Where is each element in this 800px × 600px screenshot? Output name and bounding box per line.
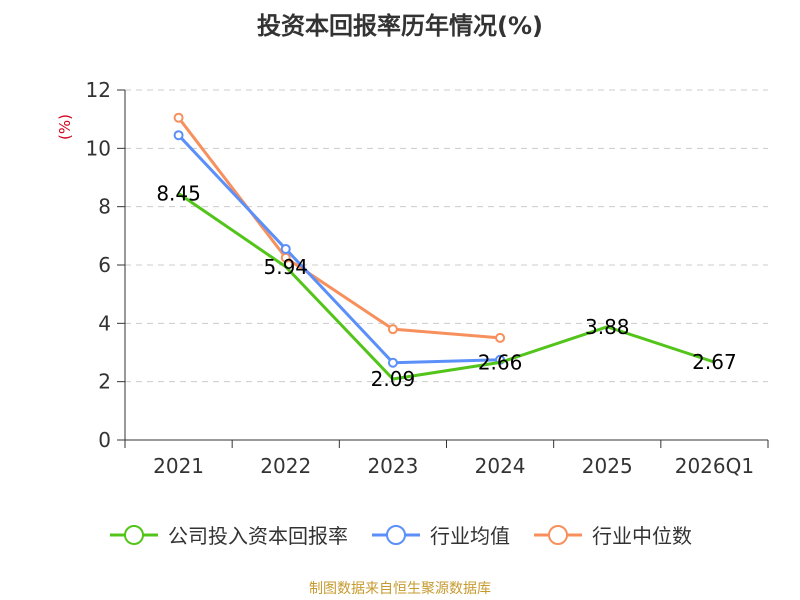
y-axis-label: (%): [56, 114, 74, 140]
data-label: 3.88: [585, 315, 630, 339]
series-point-1: [387, 357, 398, 368]
data-labels: 8.45 5.94 2.09 2.66 3.88 2.67: [156, 182, 736, 391]
data-label: 8.45: [156, 182, 201, 206]
legend-item[interactable]: 行业均值: [370, 520, 510, 549]
y-tick-label: 2: [98, 370, 111, 394]
x-tick-label: 2026Q1: [675, 454, 754, 478]
series-lines: [173, 112, 715, 381]
legend-label: 公司投入资本回报率: [168, 524, 348, 548]
y-tick-label: 0: [98, 428, 111, 452]
y-tick-label: 6: [98, 253, 111, 277]
x-tick-label: 2022: [260, 454, 311, 478]
legend-label: 行业均值: [430, 524, 510, 548]
series-point-2: [495, 332, 506, 343]
series-point-1: [173, 130, 184, 141]
legend-marker-icon: [372, 524, 420, 545]
legend-marker-icon: [110, 524, 158, 545]
chart-title: 投资本回报率历年情况(%): [257, 12, 543, 40]
legend: 公司投入资本回报率 行业均值 行业中位数: [0, 520, 800, 549]
legend-label: 行业中位数: [592, 524, 692, 548]
y-tick-label: 10: [86, 136, 111, 160]
legend-item[interactable]: 公司投入资本回报率: [108, 520, 348, 549]
data-label: 5.94: [263, 255, 308, 279]
y-tick-label: 12: [86, 78, 111, 102]
x-tick-label: 2021: [153, 454, 204, 478]
y-tick-label: 4: [98, 311, 111, 335]
series-point-2: [173, 112, 184, 123]
series-point-2: [387, 324, 398, 335]
y-tick-label: 8: [98, 195, 111, 219]
source-note: 制图数据来自恒生聚源数据库: [309, 581, 491, 597]
data-label: 2.66: [478, 350, 523, 374]
series-line-1: [177, 134, 501, 365]
legend-marker-icon: [534, 524, 582, 545]
series-line-2: [177, 116, 501, 340]
series-line-0: [177, 192, 715, 381]
grid-lines: [125, 89, 768, 383]
axes: 0 2 4 6 8 10 12 (%) 2021 2022 2023 2024 2025 2026Q1: [56, 78, 769, 478]
x-tick-label: 2024: [475, 454, 526, 478]
legend-item[interactable]: 行业中位数: [532, 520, 692, 549]
data-label: 2.67: [692, 350, 737, 374]
x-tick-label: 2023: [367, 454, 418, 478]
data-label: 2.09: [371, 367, 416, 391]
series-point-1: [280, 243, 291, 254]
x-tick-label: 2025: [582, 454, 633, 478]
